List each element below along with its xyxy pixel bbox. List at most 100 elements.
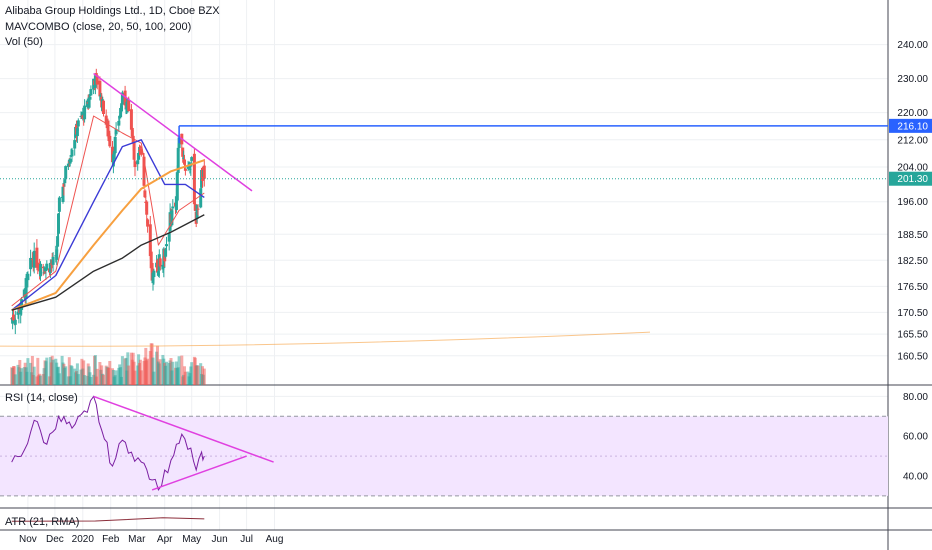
- y-tick-label: 165.50: [897, 330, 928, 341]
- volume-bar: [152, 371, 156, 385]
- candle-body: [108, 135, 112, 147]
- candle-body: [112, 152, 116, 155]
- volume-bar: [45, 357, 49, 385]
- volume-bar: [70, 366, 74, 385]
- candle-body: [62, 184, 66, 187]
- candle-body: [113, 136, 117, 154]
- candle-body: [51, 256, 55, 265]
- candle-body: [182, 157, 186, 159]
- candle-body: [102, 100, 105, 114]
- volume-bar: [139, 370, 143, 385]
- candle-body: [130, 127, 134, 137]
- candle-body: [95, 75, 99, 85]
- x-tick-label: Dec: [46, 534, 64, 545]
- indicator-lines: [11, 395, 205, 522]
- candle-body: [57, 213, 60, 234]
- candle-body: [111, 154, 115, 167]
- volume-ma-line: [0, 331, 651, 347]
- volume-bar: [196, 365, 200, 385]
- y-tick-label: 204.00: [897, 163, 928, 174]
- y-tick-label: 188.50: [897, 230, 928, 241]
- candle-body: [120, 92, 124, 105]
- candle-body: [30, 259, 34, 261]
- volume-bar: [102, 374, 105, 385]
- volume-bar: [36, 357, 40, 385]
- x-tick-label: Jul: [240, 534, 253, 545]
- candle-body: [125, 101, 129, 113]
- candle-body: [87, 97, 91, 108]
- candle-body: [41, 266, 45, 269]
- candle-body: [127, 100, 131, 111]
- volume-bar: [57, 373, 61, 385]
- candle-body: [129, 109, 133, 130]
- volume-bar: [114, 370, 118, 385]
- last-price-badge: [889, 171, 932, 186]
- candle-body: [119, 107, 123, 118]
- candle-body: [183, 159, 186, 165]
- atr-line: [11, 517, 205, 522]
- volume-bar: [82, 360, 86, 385]
- volume-bar: [190, 362, 194, 385]
- candle-body: [174, 196, 178, 211]
- volume-bar: [133, 370, 137, 385]
- candle-body: [145, 201, 149, 215]
- candle-body: [142, 156, 146, 186]
- candle-body: [104, 115, 108, 125]
- y-tick-label: 182.50: [897, 256, 928, 267]
- volume-bar: [165, 361, 168, 385]
- candle-body: [143, 190, 147, 198]
- atr-legend: ATR (21, RMA): [5, 516, 80, 528]
- axes: 240.00 230.00 220.00 212.00 204.00 196.00 188.…: [19, 40, 932, 545]
- candle-body: [29, 257, 33, 270]
- candle-body: [93, 75, 97, 88]
- volume-bar: [13, 374, 17, 385]
- candle-body: [73, 140, 77, 149]
- volume-bar: [171, 361, 175, 385]
- volume-bar: [177, 356, 181, 385]
- volume-bar: [120, 356, 124, 385]
- x-tick-label: Feb: [102, 534, 120, 545]
- candle-body: [55, 249, 59, 260]
- candle-body: [48, 262, 52, 273]
- volume-bar: [146, 358, 150, 385]
- candle-body: [39, 263, 42, 277]
- moving-average-20: [11, 115, 205, 307]
- candle-body: [56, 236, 60, 247]
- y-tick-label: 176.50: [897, 282, 928, 293]
- candle-body: [32, 250, 36, 268]
- last-price-label: 201.30: [897, 174, 928, 185]
- candle-body: [136, 160, 140, 165]
- candle-body: [137, 153, 141, 160]
- candle-body: [192, 153, 196, 205]
- price-trendline: [93, 72, 253, 192]
- volume-bar: [30, 355, 34, 385]
- candle-body: [156, 271, 160, 276]
- volume-bar: [32, 366, 36, 385]
- candle-body: [83, 105, 87, 120]
- candle-body: [187, 166, 191, 168]
- volume-bar: [183, 371, 187, 385]
- volume-bar: [67, 357, 71, 385]
- candle-body: [89, 89, 93, 96]
- volume-bar: [64, 366, 68, 385]
- mavcombo-legend: MAVCOMBO (close, 20, 50, 100, 200): [5, 21, 192, 33]
- candle-body: [61, 186, 65, 202]
- y-tick-label: 220.00: [897, 108, 928, 119]
- volume-bar: [51, 359, 55, 385]
- volume-legend: Vol (50): [5, 36, 43, 48]
- candle-body: [13, 319, 17, 325]
- x-tick-label: Mar: [128, 534, 146, 545]
- candle-body: [176, 147, 180, 174]
- volume-bar: [89, 376, 93, 385]
- x-tick-label: Jun: [212, 534, 228, 545]
- volume-bar: [95, 368, 99, 385]
- candle-body: [98, 80, 102, 97]
- y-tick-label: 160.50: [897, 351, 928, 362]
- volume-bar: [26, 358, 30, 385]
- candle-body: [35, 247, 39, 268]
- candle-body: [132, 142, 136, 160]
- candle-body: [138, 150, 141, 152]
- candle-body: [183, 168, 187, 171]
- candle-body: [199, 188, 203, 208]
